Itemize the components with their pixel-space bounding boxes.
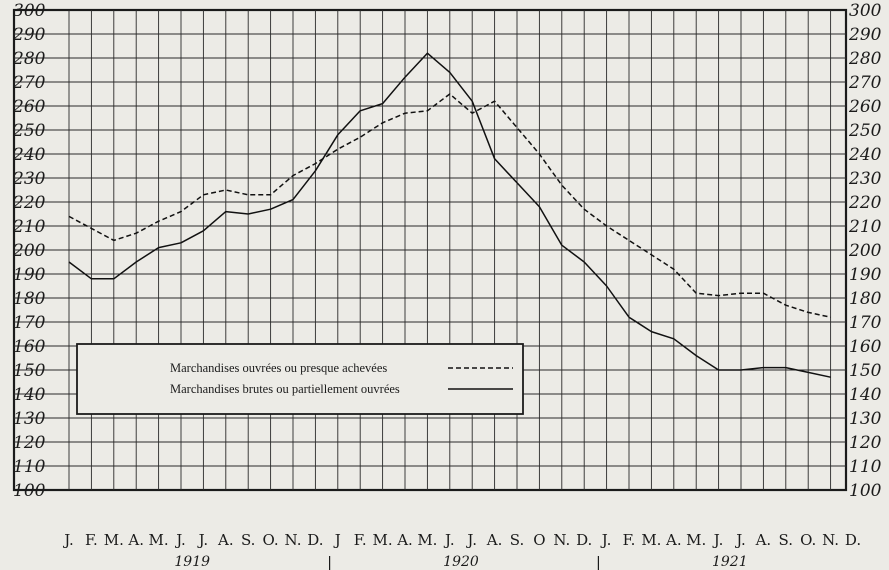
y-tick-label-left: 100 bbox=[13, 481, 46, 501]
y-tick-label-right: 220 bbox=[848, 193, 882, 213]
x-tick-label: O. bbox=[800, 531, 816, 549]
y-tick-label-left: 110 bbox=[13, 457, 46, 477]
x-tick-label: N. bbox=[285, 531, 302, 549]
y-tick-label-right: 210 bbox=[848, 217, 882, 237]
y-tick-label-left: 240 bbox=[12, 145, 46, 165]
y-tick-label-right: 300 bbox=[849, 1, 882, 21]
x-tick-label: A. bbox=[396, 531, 413, 549]
x-tick-label: A. bbox=[486, 531, 503, 549]
y-tick-label-right: 150 bbox=[849, 361, 882, 381]
y-tick-label-right: 170 bbox=[849, 313, 882, 333]
y-tick-label-left: 290 bbox=[12, 25, 46, 45]
y-tick-label-left: 180 bbox=[13, 289, 46, 309]
x-tick-label: F. bbox=[85, 531, 98, 549]
y-tick-label-left: 140 bbox=[13, 385, 46, 405]
x-tick-label: J bbox=[333, 531, 341, 549]
y-tick-label-left: 170 bbox=[13, 313, 46, 333]
x-tick-label: J. bbox=[600, 531, 612, 549]
x-tick-label: F. bbox=[623, 531, 636, 549]
x-tick-label: A. bbox=[217, 531, 234, 549]
year-label: 1921 bbox=[712, 554, 748, 570]
x-tick-label: J. bbox=[734, 531, 746, 549]
year-labels: 1919 1920 1921 bbox=[174, 554, 748, 570]
y-tick-label-right: 190 bbox=[849, 265, 882, 285]
x-tick-label: D. bbox=[845, 531, 861, 549]
y-tick-label-right: 110 bbox=[849, 457, 882, 477]
y-tick-label-right: 240 bbox=[848, 145, 882, 165]
x-tick-label: M. bbox=[373, 531, 393, 549]
y-tick-label-left: 130 bbox=[13, 409, 46, 429]
legend-label: Marchandises ouvrées ou presque achevées bbox=[170, 361, 387, 375]
y-tick-label-right: 100 bbox=[849, 481, 882, 501]
x-tick-label: A. bbox=[127, 531, 144, 549]
y-tick-label-right: 290 bbox=[848, 25, 882, 45]
y-tick-label-left: 230 bbox=[12, 169, 46, 189]
x-tick-label: J. bbox=[174, 531, 186, 549]
x-tick-label: M. bbox=[641, 531, 661, 549]
y-ticks-left: 100 110 120 130 140 150 160 170 180 190 200 210 220 2… bbox=[12, 1, 46, 501]
y-tick-label-left: 190 bbox=[13, 265, 46, 285]
x-tick-label: J. bbox=[465, 531, 477, 549]
x-tick-label: N. bbox=[553, 531, 570, 549]
y-tick-label-left: 220 bbox=[12, 193, 46, 213]
legend-box bbox=[76, 343, 524, 415]
legend-label: Marchandises brutes ou partiellement ouv… bbox=[170, 382, 400, 396]
y-tick-label-left: 250 bbox=[12, 121, 46, 141]
x-tick-label: N. bbox=[822, 531, 839, 549]
y-tick-label-right: 130 bbox=[849, 409, 882, 429]
y-tick-label-right: 230 bbox=[848, 169, 882, 189]
x-tick-label: O bbox=[533, 531, 545, 549]
series-group bbox=[68, 52, 831, 378]
y-tick-label-left: 120 bbox=[13, 433, 46, 453]
x-tick-label: M. bbox=[417, 531, 437, 549]
year-label: 1919 bbox=[174, 554, 210, 570]
series-line-1 bbox=[68, 93, 831, 318]
x-tick-label: M. bbox=[104, 531, 124, 549]
y-tick-label-right: 250 bbox=[848, 121, 882, 141]
series-line-2 bbox=[68, 52, 831, 378]
x-tick-label: S. bbox=[241, 531, 256, 549]
x-ticks: J. F. M. A. M. J. J. A. S. O. N. D. J F. M. A. M. J. J. A. S… bbox=[62, 531, 861, 549]
x-tick-label: J. bbox=[712, 531, 724, 549]
x-tick-label: S. bbox=[779, 531, 794, 549]
y-tick-label-right: 200 bbox=[848, 241, 882, 261]
y-tick-label-right: 180 bbox=[849, 289, 882, 309]
y-tick-label-right: 270 bbox=[848, 73, 882, 93]
y-tick-label-right: 260 bbox=[848, 97, 882, 117]
y-tick-label-left: 260 bbox=[12, 97, 46, 117]
year-label: 1920 bbox=[443, 554, 479, 570]
x-tick-label: A. bbox=[665, 531, 682, 549]
y-tick-label-left: 300 bbox=[13, 1, 46, 21]
x-tick-label: J. bbox=[197, 531, 209, 549]
y-tick-label-left: 280 bbox=[12, 49, 46, 69]
y-ticks-right: 100 110 120 130 140 150 160 170 180 190 200 210 220 2… bbox=[848, 1, 882, 501]
y-tick-label-left: 270 bbox=[12, 73, 46, 93]
x-tick-label: M. bbox=[686, 531, 706, 549]
y-tick-label-left: 200 bbox=[12, 241, 46, 261]
y-tick-label-left: 210 bbox=[12, 217, 46, 237]
x-tick-label: S. bbox=[510, 531, 525, 549]
x-tick-label: F. bbox=[354, 531, 367, 549]
y-tick-label-right: 140 bbox=[849, 385, 882, 405]
y-tick-label-right: 120 bbox=[849, 433, 882, 453]
x-tick-label: J. bbox=[443, 531, 455, 549]
legend: Marchandises ouvrées ou presque achevées… bbox=[76, 343, 524, 415]
grid bbox=[12, 8, 848, 492]
x-tick-label: O. bbox=[263, 531, 279, 549]
y-tick-label-left: 150 bbox=[13, 361, 46, 381]
x-tick-label: D. bbox=[576, 531, 592, 549]
x-tick-label: A. bbox=[755, 531, 772, 549]
x-tick-label: M. bbox=[149, 531, 169, 549]
y-tick-label-right: 160 bbox=[849, 337, 882, 357]
x-tick-label: J. bbox=[62, 531, 74, 549]
y-tick-label-left: 160 bbox=[13, 337, 46, 357]
y-tick-label-right: 280 bbox=[848, 49, 882, 69]
x-tick-label: D. bbox=[307, 531, 323, 549]
